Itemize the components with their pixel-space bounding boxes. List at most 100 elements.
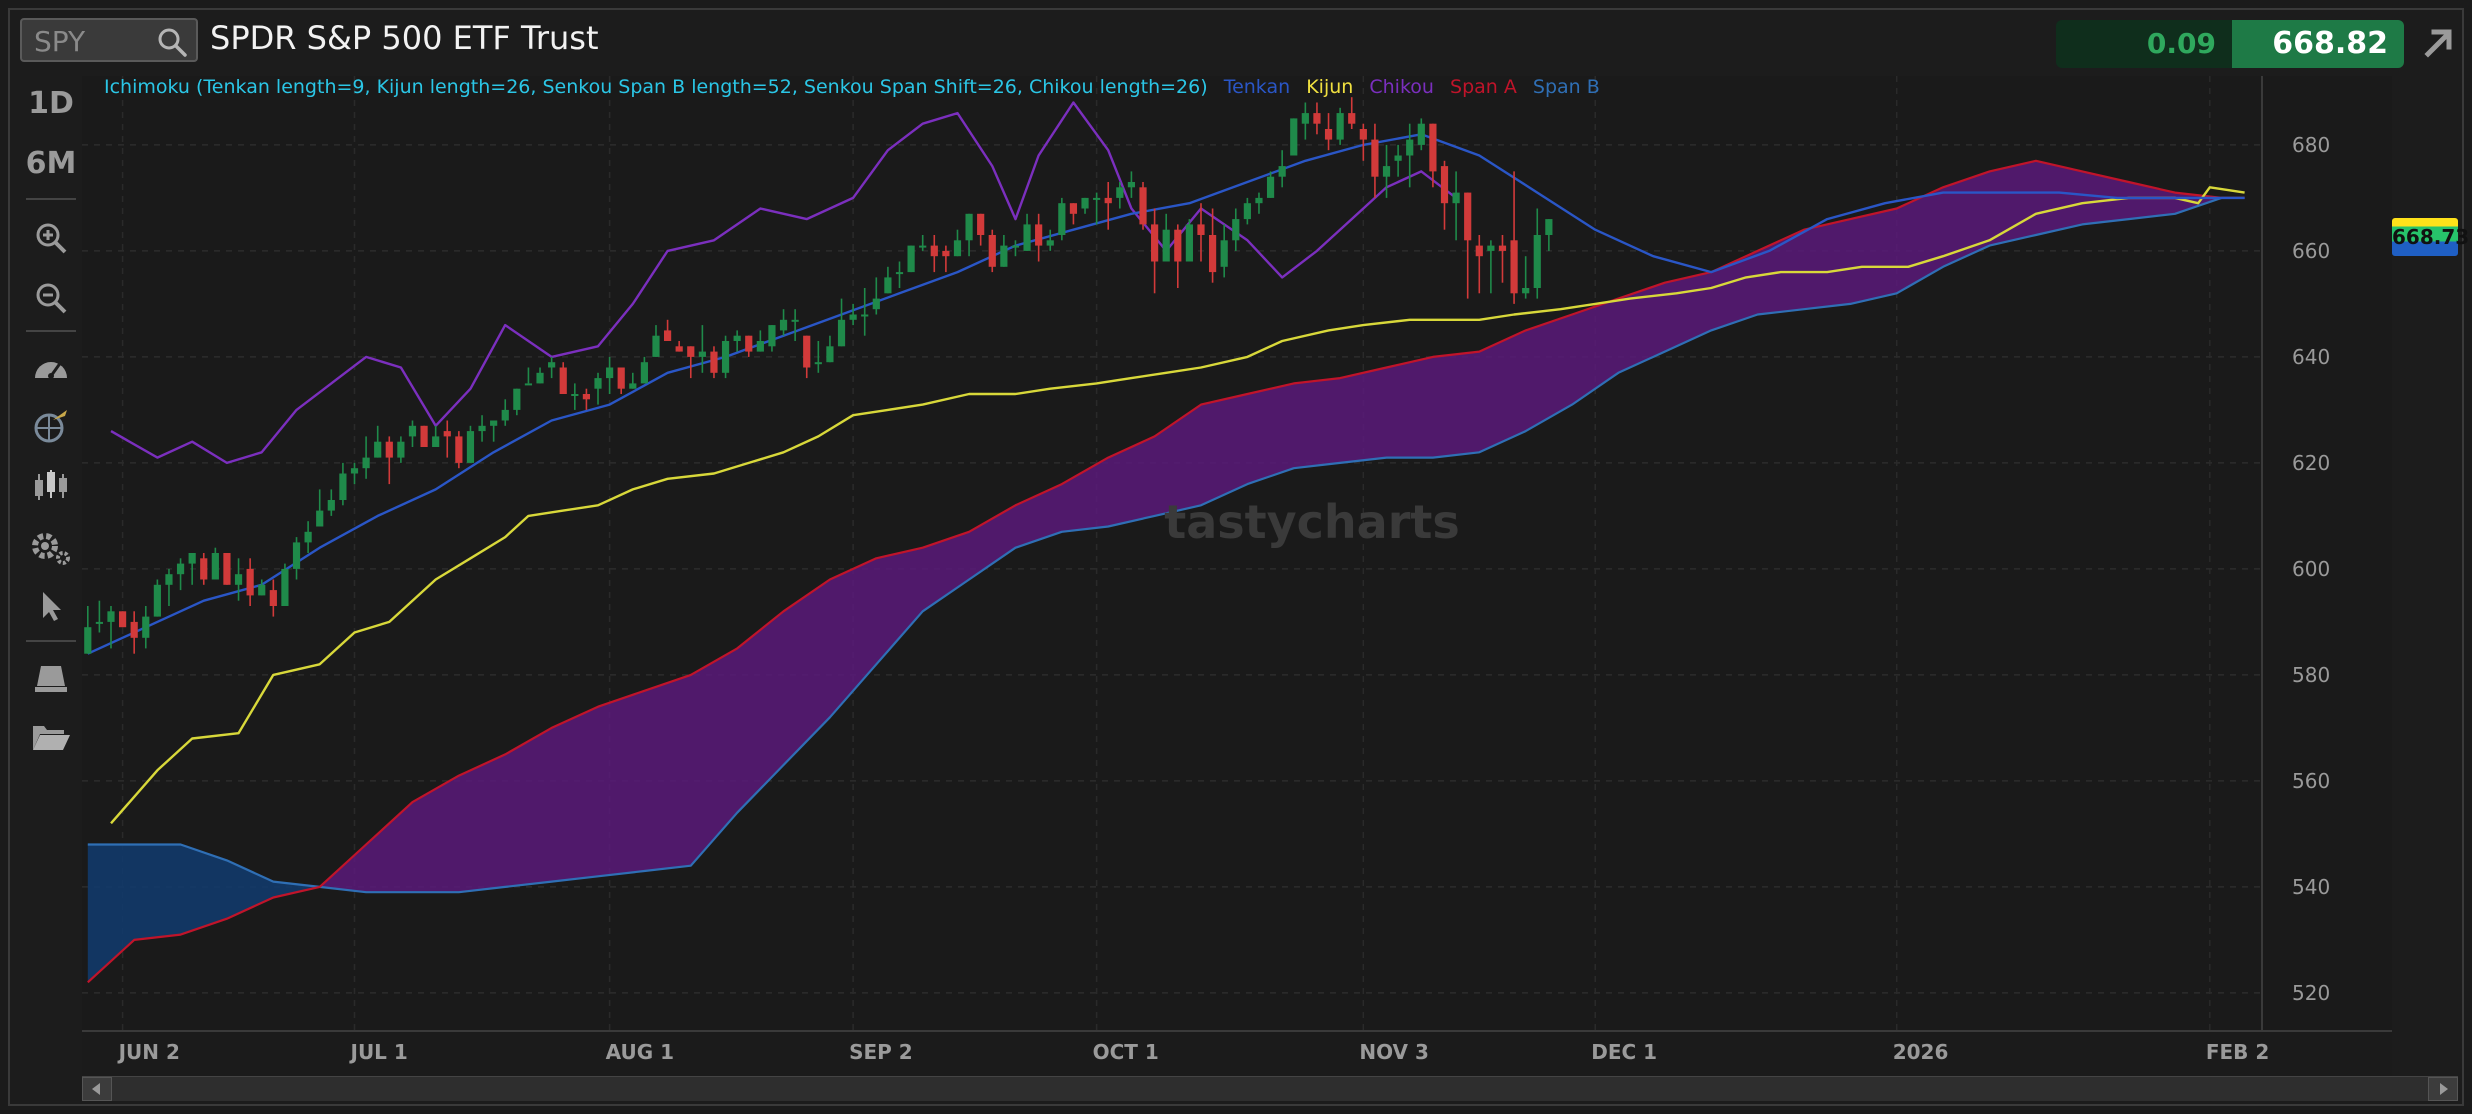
- candle-body: [292, 542, 301, 569]
- candle-body: [385, 441, 393, 458]
- candle-body: [246, 568, 254, 596]
- candle-body: [316, 510, 324, 527]
- candle-body: [930, 245, 938, 257]
- candle-body: [513, 388, 521, 410]
- candle-body: [374, 441, 382, 458]
- x-tick-label: AUG 1: [605, 1040, 674, 1064]
- candle-body: [861, 314, 869, 317]
- drawing-tools-icon[interactable]: [20, 406, 82, 446]
- legend-span-b: Span B: [1533, 76, 1600, 98]
- candle-body: [721, 341, 730, 373]
- folder-open-icon[interactable]: [20, 718, 82, 754]
- candle-body: [1313, 113, 1321, 124]
- candle-body: [466, 431, 475, 463]
- last-price: 668.82: [2232, 20, 2404, 68]
- candle-body: [675, 346, 683, 352]
- chart-toolbar: 1D 6M: [20, 76, 82, 750]
- candle-body: [1174, 229, 1182, 262]
- candle-body: [1058, 203, 1066, 235]
- candle-body: [1382, 166, 1391, 177]
- candle-body: [652, 335, 660, 357]
- candle-body: [594, 378, 602, 389]
- y-tick-label: 640: [2292, 345, 2330, 369]
- candle-body: [814, 362, 822, 365]
- candle-body: [606, 367, 614, 379]
- candle-body: [582, 394, 591, 400]
- x-tick-label: 2026: [1892, 1040, 1949, 1064]
- candle-body: [339, 473, 347, 500]
- zoom-in-icon[interactable]: [20, 220, 82, 256]
- y-tick-label: 520: [2292, 981, 2330, 1005]
- symbol-search[interactable]: [20, 18, 198, 62]
- watermark: tastycharts: [1164, 495, 1460, 549]
- settings-gear-icon[interactable]: [20, 528, 82, 568]
- scroll-left-button[interactable]: [82, 1077, 112, 1101]
- range-6m-button[interactable]: 6M: [25, 146, 77, 181]
- instrument-title: SPDR S&P 500 ETF Trust: [210, 19, 599, 57]
- candle-body: [1348, 113, 1356, 124]
- candle-body: [1510, 240, 1518, 294]
- horizontal-scrollbar[interactable]: [82, 1076, 2458, 1101]
- candle-body: [188, 553, 196, 564]
- candle-body: [1185, 224, 1193, 262]
- candle-body: [1498, 245, 1507, 251]
- candle-body: [663, 330, 672, 341]
- indicator-params: Ichimoku (Tenkan length=9, Kijun length=…: [104, 76, 1208, 98]
- candle-body: [1429, 123, 1437, 172]
- candle-body: [1162, 229, 1170, 262]
- indicator-label: Ichimoku (Tenkan length=9, Kijun length=…: [104, 76, 1600, 98]
- candle-body: [1452, 192, 1460, 204]
- candle-body: [559, 367, 567, 394]
- candle-body: [1371, 139, 1379, 177]
- chikou-line: [110, 101, 1457, 465]
- candle-body: [1545, 219, 1553, 235]
- candle-body: [211, 553, 219, 580]
- cursor-pointer-icon[interactable]: [20, 588, 82, 624]
- candle-body: [1290, 118, 1298, 156]
- candle-body: [408, 425, 417, 437]
- candle-body: [443, 431, 451, 437]
- candle-body: [1278, 166, 1286, 177]
- candle-body: [524, 383, 533, 386]
- cloud-bullish: [319, 160, 2245, 893]
- candle-body: [397, 441, 405, 458]
- y-tick-label: 580: [2292, 663, 2330, 687]
- zoom-out-icon[interactable]: [20, 280, 82, 316]
- candle-body: [304, 531, 312, 543]
- candle-body: [1406, 139, 1414, 156]
- candle-body: [258, 584, 266, 596]
- candle-body: [1394, 155, 1402, 161]
- period-1d-button[interactable]: 1D: [28, 86, 74, 121]
- candle-body: [1487, 245, 1495, 251]
- candle-body: [95, 621, 103, 624]
- candle-body: [756, 341, 764, 352]
- search-icon[interactable]: [156, 26, 188, 58]
- candle-body: [733, 335, 741, 341]
- candle-body: [826, 346, 834, 363]
- candle-body: [1104, 197, 1112, 204]
- toolbar-divider: [26, 198, 76, 200]
- candle-body: [1093, 197, 1101, 200]
- candle-body: [1336, 113, 1344, 140]
- candle-body: [1475, 245, 1483, 257]
- x-tick-label: JUL 1: [350, 1040, 408, 1064]
- scroll-right-button[interactable]: [2428, 1077, 2458, 1101]
- candle-body: [200, 558, 208, 580]
- candle-body: [130, 621, 138, 638]
- candle-body: [350, 468, 359, 474]
- candle-body: [1359, 129, 1367, 140]
- candle-body: [1464, 192, 1472, 241]
- toolbar-divider: [26, 640, 76, 642]
- candle-body: [768, 325, 776, 347]
- candle-body: [269, 590, 277, 606]
- x-axis: JUN 2 JUL 1 AUG 1 SEP 2 OCT 1 NOV 3 DEC 1 2026 F…: [82, 1030, 2392, 1076]
- candle-body: [1266, 176, 1275, 198]
- eraser-icon[interactable]: [20, 660, 82, 696]
- speedometer-icon[interactable]: [20, 348, 82, 384]
- popout-arrow-icon[interactable]: [2418, 22, 2458, 62]
- candle-body: [490, 420, 498, 426]
- symbol-input[interactable]: [32, 24, 166, 58]
- chart-style-candles-icon[interactable]: [20, 468, 82, 504]
- candle-body: [1440, 166, 1449, 204]
